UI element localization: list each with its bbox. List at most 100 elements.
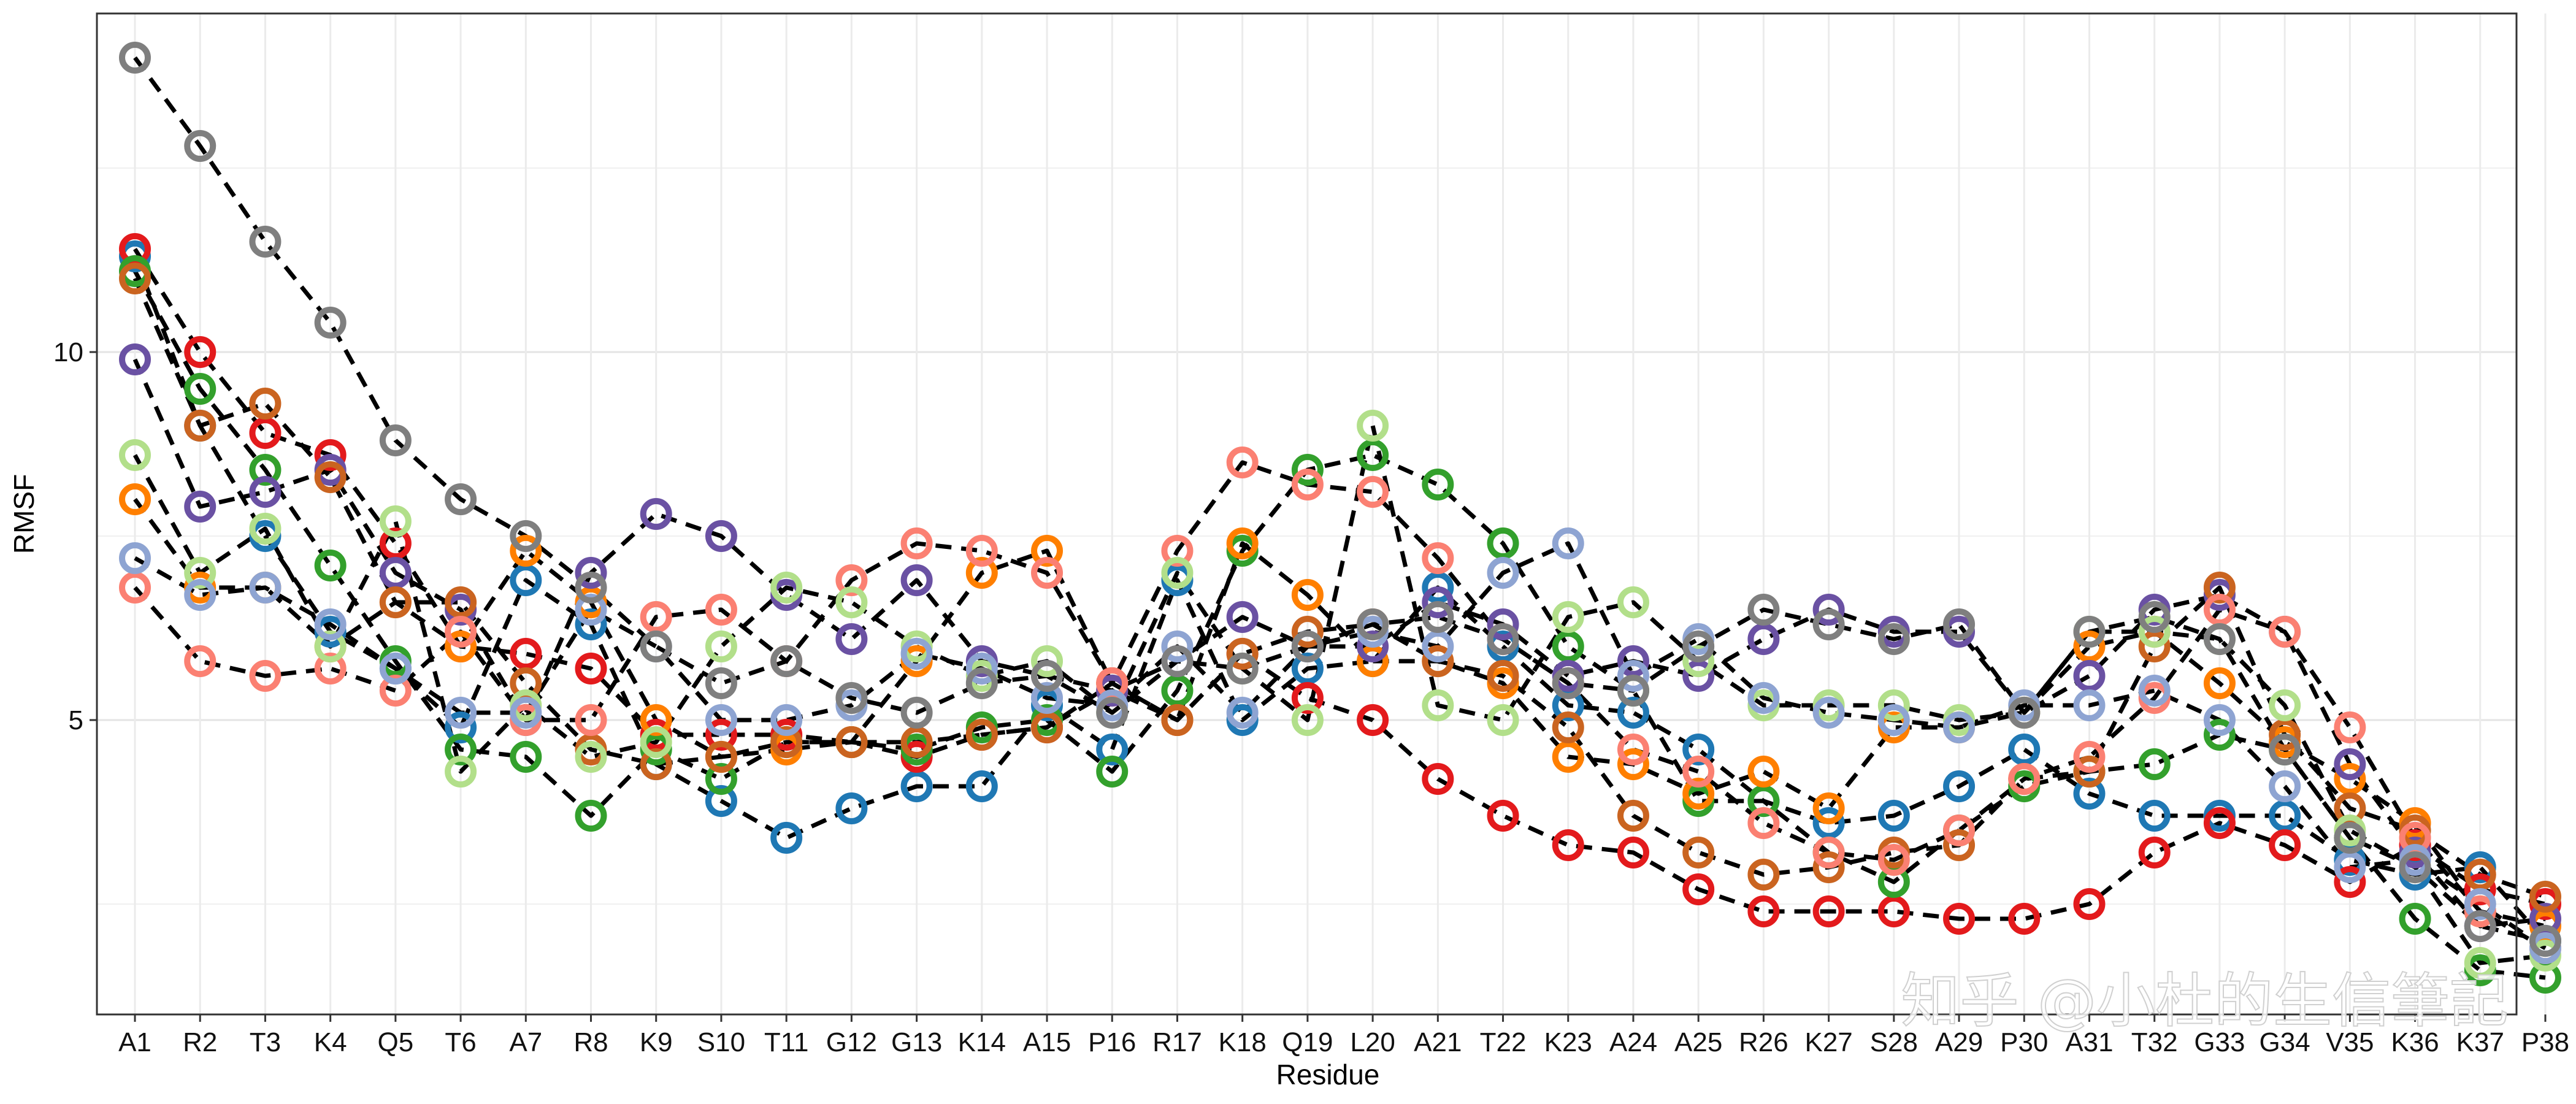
data-point-s6-V35 bbox=[2334, 711, 2366, 743]
data-point-s1-T22 bbox=[1487, 800, 1519, 832]
data-point-s9-G33 bbox=[2203, 623, 2236, 655]
data-point-s3-T6 bbox=[445, 631, 477, 662]
data-point-s0-Q19 bbox=[1291, 653, 1324, 684]
data-point-s9-T3 bbox=[249, 226, 282, 258]
data-point-s6-A21 bbox=[1422, 542, 1454, 574]
data-point-s2-T3 bbox=[249, 454, 282, 486]
data-point-s5-R26 bbox=[1747, 859, 1780, 891]
data-point-s4-G12 bbox=[835, 623, 868, 655]
data-point-s6-A31 bbox=[2073, 741, 2106, 773]
data-point-s1-K27 bbox=[1812, 895, 1845, 927]
x-tick-label-A29: A29 bbox=[1935, 1027, 1983, 1057]
data-point-s8-G33 bbox=[2203, 704, 2236, 736]
data-point-s9-R26 bbox=[1747, 594, 1780, 626]
data-point-s5-G34 bbox=[2269, 719, 2301, 751]
data-point-s9-K4 bbox=[314, 307, 347, 339]
data-point-s7-R17 bbox=[1161, 557, 1194, 589]
data-point-s6-T6 bbox=[445, 616, 477, 648]
data-point-s9-G12 bbox=[835, 682, 868, 714]
data-point-s6-R2 bbox=[184, 645, 217, 677]
data-point-s7-S28 bbox=[1877, 689, 1910, 721]
x-tick-label-A31: A31 bbox=[2065, 1027, 2113, 1057]
data-point-s9-R17 bbox=[1161, 645, 1194, 677]
data-point-s1-R8 bbox=[575, 653, 607, 684]
data-point-s6-K18 bbox=[1226, 447, 1259, 478]
data-point-s9-Q5 bbox=[379, 424, 412, 456]
data-point-s3-A24 bbox=[1617, 748, 1649, 780]
data-point-s1-A21 bbox=[1422, 763, 1454, 795]
data-point-s8-Q5 bbox=[379, 653, 412, 684]
data-point-s7-T11 bbox=[770, 572, 803, 604]
data-point-s6-T3 bbox=[249, 660, 282, 692]
data-point-s8-A7 bbox=[510, 697, 542, 729]
x-tick-label-A25: A25 bbox=[1674, 1027, 1722, 1057]
data-point-s4-R2 bbox=[184, 491, 217, 523]
data-point-s5-R17 bbox=[1161, 704, 1194, 736]
data-point-s8-R26 bbox=[1747, 682, 1780, 714]
data-point-s0-A24 bbox=[1617, 697, 1649, 729]
data-point-s6-R26 bbox=[1747, 807, 1780, 839]
data-point-s3-K27 bbox=[1812, 792, 1845, 824]
data-point-s5-K27 bbox=[1812, 851, 1845, 883]
data-point-s6-R17 bbox=[1161, 535, 1194, 567]
watermark-text: 知乎 @小杜的生信筆記 bbox=[1901, 967, 2509, 1035]
data-point-s9-A25 bbox=[1682, 631, 1715, 662]
data-point-s1-T3 bbox=[249, 417, 282, 449]
data-point-s0-R8 bbox=[575, 608, 607, 640]
data-point-s8-S28 bbox=[1877, 704, 1910, 736]
x-tick-label-K9: K9 bbox=[640, 1027, 673, 1057]
data-point-s0-G13 bbox=[900, 770, 933, 802]
x-tick-label-P30: P30 bbox=[2000, 1027, 2048, 1057]
data-point-s0-P30 bbox=[2008, 734, 2041, 765]
y-axis: 5 10 bbox=[53, 337, 97, 735]
data-point-s7-G12 bbox=[835, 586, 868, 618]
data-point-s2-T22 bbox=[1487, 527, 1519, 559]
x-tick-label-G34: G34 bbox=[2260, 1027, 2310, 1057]
data-point-s0-G34 bbox=[2269, 800, 2301, 832]
data-point-s1-G33 bbox=[2203, 807, 2236, 839]
x-tick-label-T6: T6 bbox=[445, 1027, 476, 1057]
data-point-s6-P16 bbox=[1096, 667, 1129, 699]
data-point-s6-A24 bbox=[1617, 734, 1649, 765]
data-point-s2-A21 bbox=[1422, 469, 1454, 500]
data-point-s8-K18 bbox=[1226, 697, 1259, 729]
x-tick-label-R2: R2 bbox=[183, 1027, 217, 1057]
data-point-s7-Q19 bbox=[1291, 704, 1324, 736]
data-point-s0-K14 bbox=[965, 770, 998, 802]
data-point-s1-A7 bbox=[510, 638, 542, 670]
data-point-s4-K18 bbox=[1226, 601, 1259, 633]
data-point-s7-K9 bbox=[640, 726, 672, 758]
data-point-s5-K37 bbox=[2464, 859, 2496, 891]
data-point-s3-V35 bbox=[2334, 763, 2366, 795]
data-point-s6-Q19 bbox=[1291, 469, 1324, 500]
data-point-s6-G33 bbox=[2203, 594, 2236, 626]
data-point-s8-A29 bbox=[1943, 711, 1976, 743]
data-point-s2-K36 bbox=[2399, 903, 2431, 935]
x-tick-label-G13: G13 bbox=[891, 1027, 942, 1057]
data-point-s2-P16 bbox=[1096, 756, 1129, 788]
data-point-s7-K4 bbox=[314, 631, 347, 662]
data-point-s9-P16 bbox=[1096, 697, 1129, 729]
data-point-s2-S28 bbox=[1877, 866, 1910, 898]
data-point-s5-G12 bbox=[835, 726, 868, 758]
data-point-s9-P38 bbox=[2529, 925, 2561, 957]
data-point-s2-T32 bbox=[2138, 748, 2171, 780]
data-point-s9-A15 bbox=[1031, 660, 1064, 692]
x-tick-label-K14: K14 bbox=[958, 1027, 1006, 1057]
data-point-s8-A24 bbox=[1617, 660, 1649, 692]
data-point-s1-K4 bbox=[314, 439, 347, 471]
data-point-s3-A7 bbox=[510, 535, 542, 567]
data-point-s5-A1 bbox=[119, 263, 151, 294]
data-point-s7-A21 bbox=[1422, 689, 1454, 721]
data-point-s5-T6 bbox=[445, 586, 477, 618]
data-point-s0-A25 bbox=[1682, 734, 1715, 765]
x-tick-label-K4: K4 bbox=[314, 1027, 347, 1057]
data-point-s8-V35 bbox=[2334, 851, 2366, 883]
series-line-6 bbox=[133, 460, 2547, 951]
data-point-s1-A25 bbox=[1682, 873, 1715, 905]
x-tick-label-V35: V35 bbox=[2326, 1027, 2374, 1057]
data-point-s5-A31 bbox=[2073, 756, 2106, 788]
data-point-s9-K18 bbox=[1226, 653, 1259, 684]
data-point-s2-K23 bbox=[1552, 631, 1584, 662]
data-point-s8-A15 bbox=[1031, 682, 1064, 714]
